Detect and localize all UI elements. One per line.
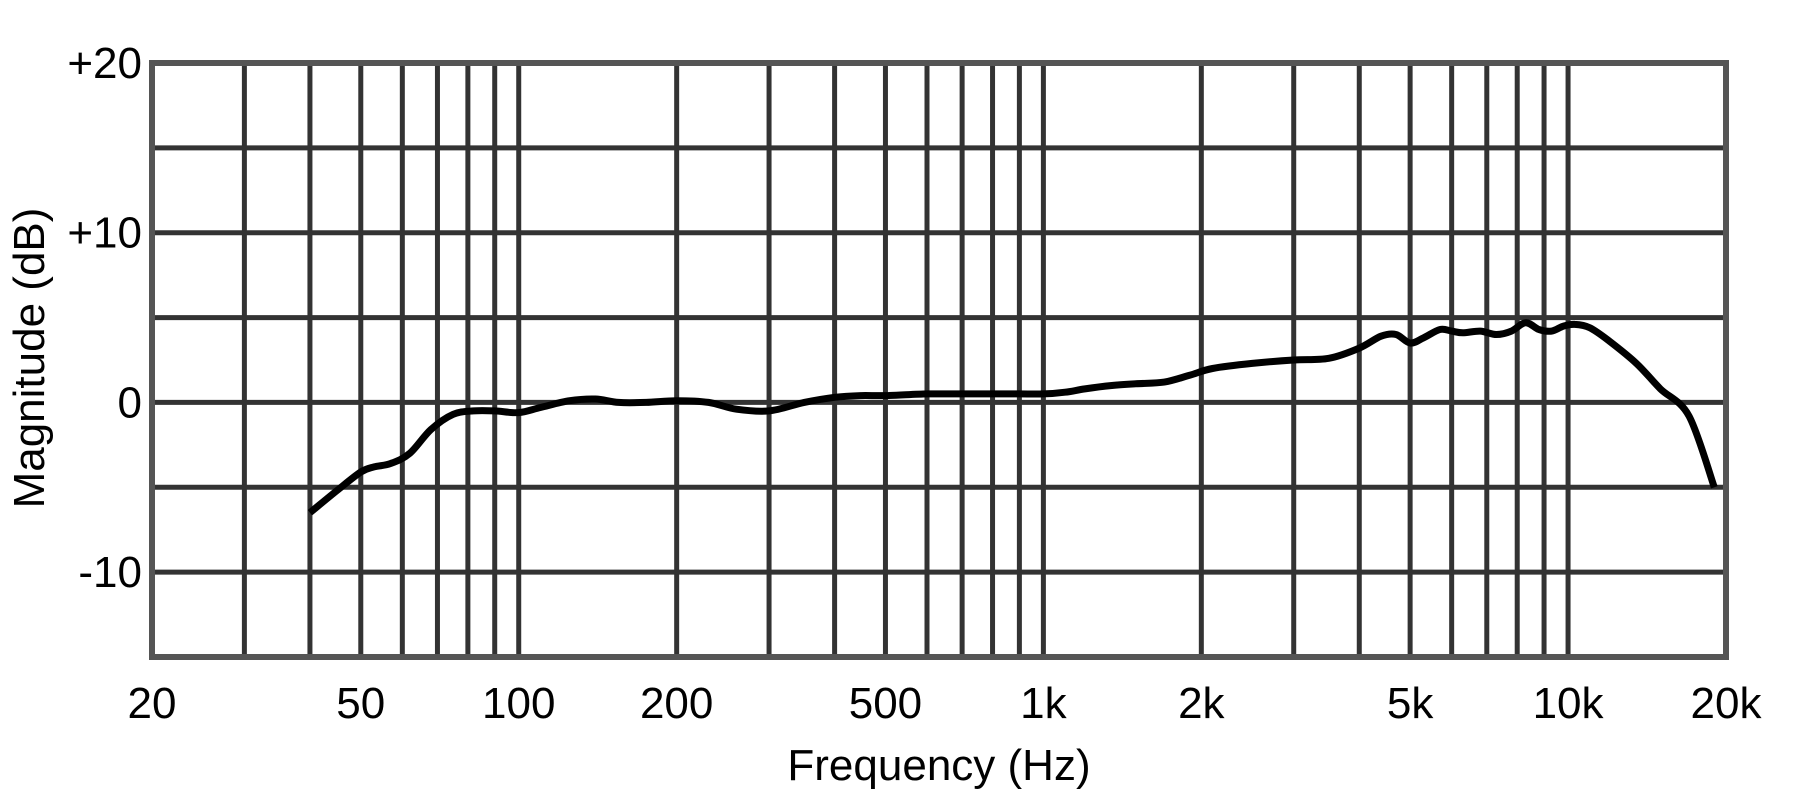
series-layer	[307, 319, 1718, 516]
x-tick-labels: 20 50 100 200 500 1k 2k 5k 10k 20k	[128, 679, 1763, 728]
y-tick-label--10: -10	[78, 548, 142, 597]
y-tick-label-+10: +10	[67, 209, 142, 258]
y-tick-label-0: 0	[118, 378, 142, 427]
plot-frame	[149, 60, 1729, 660]
x-axis-title: Frequency (Hz)	[787, 741, 1090, 790]
plot-border	[149, 60, 1729, 660]
y-axis-title: Magnitude (dB)	[5, 208, 54, 509]
x-tick-label-200: 200	[640, 679, 713, 728]
x-tick-label-10k: 10k	[1533, 679, 1605, 728]
y-tick-labels: +20 +10 0 -10	[67, 39, 142, 597]
x-tick-label-1k: 1k	[1020, 679, 1067, 728]
x-tick-label-20: 20	[128, 679, 177, 728]
x-tick-label-100: 100	[482, 679, 555, 728]
grid	[152, 63, 1726, 657]
x-tick-label-5k: 5k	[1387, 679, 1434, 728]
x-tick-label-2k: 2k	[1178, 679, 1225, 728]
series-line-0	[307, 319, 1718, 516]
x-tick-label-20k: 20k	[1691, 679, 1763, 728]
x-tick-label-50: 50	[336, 679, 385, 728]
x-tick-label-500: 500	[849, 679, 922, 728]
y-tick-label-+20: +20	[67, 39, 142, 88]
